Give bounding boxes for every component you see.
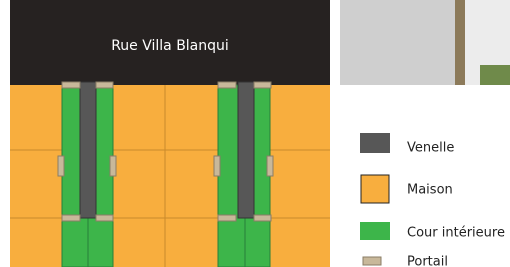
legend-label: Maison: [407, 183, 453, 198]
legend-label: Venelle: [407, 141, 454, 156]
plan: Rue Villa Blanqui: [10, 0, 330, 267]
street-name: Rue Villa Blanqui: [111, 38, 229, 54]
legend-label: Cour intérieure: [407, 226, 505, 241]
courtyard: [214, 82, 273, 267]
legend-label: Portail: [407, 255, 448, 267]
legend-swatch: [360, 133, 390, 153]
photo: [340, 0, 510, 85]
page: Rue Villa Blanqui: [0, 0, 510, 267]
legend-swatch: [360, 222, 390, 240]
legend: Venelle Maison Cour intérieure Portail: [360, 133, 505, 267]
legend-swatch: [361, 175, 389, 203]
legend-swatch: [363, 257, 381, 265]
courtyard: [58, 82, 116, 267]
